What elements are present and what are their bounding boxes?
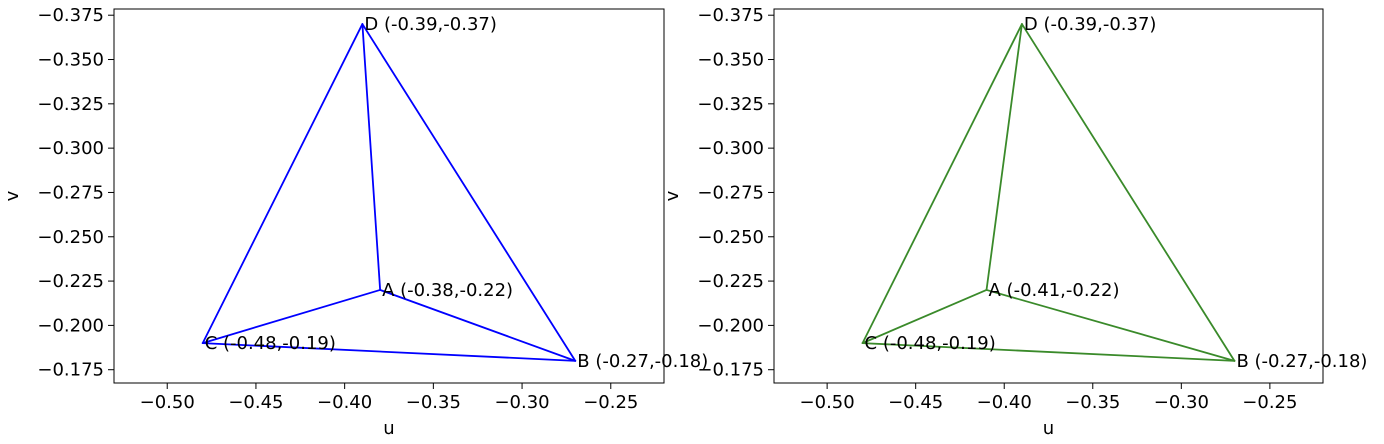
point-label-a: A (-0.41,-0.22) bbox=[989, 280, 1120, 301]
plot-frame bbox=[773, 8, 1324, 384]
plot-frame bbox=[113, 8, 665, 384]
edge-cd bbox=[201, 23, 364, 345]
point-label-a: A (-0.38,-0.22) bbox=[382, 280, 513, 301]
point-label-c: C (-0.48,-0.19) bbox=[865, 333, 996, 354]
y-tick-label: −0.350 bbox=[37, 50, 104, 71]
y-tick-label: −0.300 bbox=[697, 138, 764, 159]
x-tick-label: −0.50 bbox=[800, 392, 855, 413]
y-tick-label: −0.275 bbox=[37, 182, 104, 203]
chart-2: −0.50 −0.45 −0.40 −0.35 −0.30 −0.25 −0.375 −0.3… bbox=[662, 5, 1367, 439]
y-tick-label: −0.225 bbox=[37, 271, 104, 292]
y-tick-label: −0.200 bbox=[697, 315, 764, 336]
point-label-b: B (-0.27,-0.18) bbox=[577, 351, 708, 372]
x-tick-label: −0.45 bbox=[888, 392, 943, 413]
y-axis-label: v bbox=[2, 190, 23, 201]
point-label-b: B (-0.27,-0.18) bbox=[1236, 351, 1367, 372]
edge-ad bbox=[361, 23, 382, 291]
x-tick-label: −0.50 bbox=[140, 392, 195, 413]
x-axis-label: u bbox=[383, 418, 394, 439]
edge-bc bbox=[861, 342, 1236, 362]
edge-ab bbox=[985, 289, 1236, 362]
y-tick-label: −0.325 bbox=[37, 94, 104, 115]
edge-bd bbox=[1021, 23, 1236, 362]
chart-1: −0.50 −0.45 −0.40 −0.35 −0.30 −0.25 −0.375 −0.3… bbox=[2, 5, 708, 439]
edge-bd bbox=[361, 23, 577, 362]
y-tick-label: −0.200 bbox=[37, 315, 104, 336]
edge-ab bbox=[379, 289, 577, 362]
x-tick-label: −0.25 bbox=[583, 392, 638, 413]
y-tick-label: −0.375 bbox=[37, 5, 104, 26]
x-tick-label: −0.35 bbox=[406, 392, 461, 413]
x-axis-label: u bbox=[1043, 418, 1054, 439]
edge-bc bbox=[201, 342, 577, 362]
y-tick-label: −0.350 bbox=[697, 50, 764, 71]
y-axis-label: v bbox=[662, 190, 683, 201]
y-tick-label: −0.250 bbox=[37, 227, 104, 248]
y-tick-label: −0.375 bbox=[697, 5, 764, 26]
x-tick-label: −0.45 bbox=[228, 392, 283, 413]
y-tick-label: −0.175 bbox=[37, 360, 104, 381]
point-label-d: D (-0.39,-0.37) bbox=[1024, 14, 1157, 35]
y-tick-label: −0.300 bbox=[37, 138, 104, 159]
y-tick-label: −0.225 bbox=[697, 271, 764, 292]
x-tick-label: −0.30 bbox=[494, 392, 549, 413]
point-label-c: C (-0.48,-0.19) bbox=[205, 333, 336, 354]
y-tick-label: −0.275 bbox=[697, 182, 764, 203]
edge-ac bbox=[861, 289, 988, 345]
edge-ad bbox=[985, 23, 1023, 291]
edge-ac bbox=[201, 289, 382, 345]
x-tick-label: −0.30 bbox=[1154, 392, 1209, 413]
x-tick-label: −0.35 bbox=[1065, 392, 1120, 413]
y-tick-label: −0.175 bbox=[697, 360, 764, 381]
x-tick-label: −0.40 bbox=[977, 392, 1032, 413]
edge-cd bbox=[861, 23, 1023, 345]
point-label-d: D (-0.39,-0.37) bbox=[364, 14, 497, 35]
x-tick-label: −0.25 bbox=[1242, 392, 1297, 413]
y-tick-label: −0.325 bbox=[697, 94, 764, 115]
x-tick-label: −0.40 bbox=[317, 392, 372, 413]
y-tick-label: −0.250 bbox=[697, 227, 764, 248]
